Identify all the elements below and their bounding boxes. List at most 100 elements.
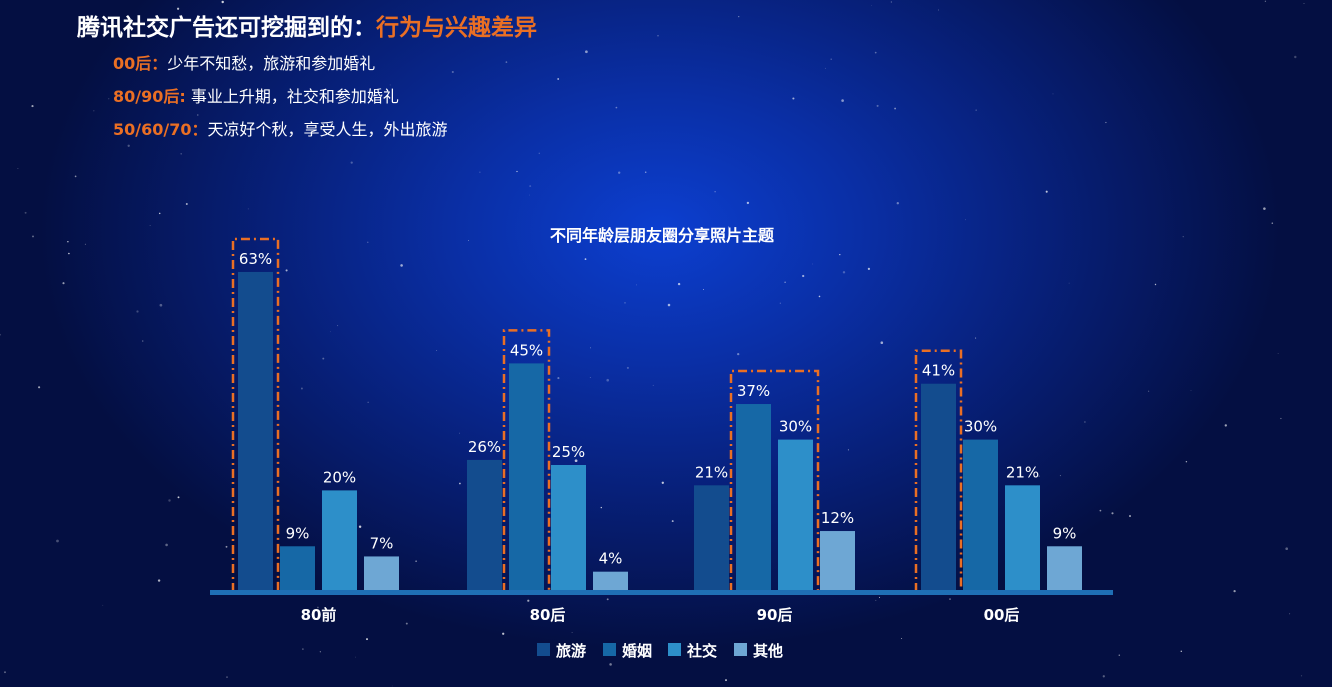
star-dot — [102, 604, 104, 606]
star-dot — [226, 676, 228, 678]
star-dot — [657, 35, 659, 37]
star-dot — [1182, 236, 1184, 238]
star-dot — [168, 499, 171, 502]
star-dot — [74, 175, 77, 178]
star-dot — [1180, 650, 1183, 653]
bar-80后-其他 — [593, 571, 628, 592]
star-dot — [847, 449, 849, 451]
star-dot — [68, 252, 70, 255]
data-label: 26% — [468, 438, 501, 456]
note-50-60-70s-key: 50/60/70： — [113, 120, 208, 139]
star-dot — [812, 263, 814, 265]
star-dot — [1129, 515, 1131, 517]
data-label: 25% — [552, 443, 585, 461]
star-dot — [159, 303, 163, 307]
star-dot — [1277, 353, 1279, 354]
star-dot — [317, 606, 319, 609]
star-dot — [589, 377, 591, 378]
star-dot — [615, 106, 618, 109]
data-label: 9% — [286, 524, 310, 542]
star-dot — [221, 0, 224, 4]
chart-title: 不同年龄层朋友圈分享照片主题 — [550, 226, 775, 245]
star-dot — [818, 295, 821, 298]
star-dot — [652, 384, 654, 386]
star-dot — [703, 289, 704, 291]
note-00s: 00后：少年不知愁，旅游和参加婚礼 — [113, 50, 375, 74]
star-dot — [890, 1, 892, 3]
star-dot — [1300, 675, 1303, 677]
page-title: 腾讯社交广告还可挖掘到的：行为与兴趣差异 — [77, 8, 537, 42]
star-dot — [1111, 512, 1114, 515]
star-dot — [17, 168, 19, 169]
star-dot — [354, 656, 356, 658]
star-dot — [302, 648, 304, 650]
data-label: 30% — [779, 418, 812, 436]
star-dot — [367, 401, 369, 403]
bar-80前-社交 — [322, 490, 357, 592]
star-dot — [626, 366, 629, 369]
star-dot — [667, 303, 671, 307]
highlight-box-90后 — [729, 369, 820, 592]
star-dot — [516, 170, 518, 173]
star-dot — [606, 378, 609, 382]
star-dot — [157, 579, 161, 582]
bar-00后-旅游 — [921, 383, 956, 592]
star-dot — [779, 302, 781, 304]
star-dot — [108, 98, 110, 100]
star-dot — [975, 337, 977, 339]
data-label: 21% — [1006, 463, 1039, 481]
star-dot — [225, 545, 228, 548]
note-50-60-70s: 50/60/70：天凉好个秋，享受人生，外出旅游 — [113, 116, 448, 140]
star-dot — [949, 598, 951, 600]
star-dot — [738, 15, 740, 18]
star-dot — [839, 253, 841, 256]
star-dot — [644, 171, 647, 173]
star-dot — [1038, 475, 1040, 477]
star-dot — [1105, 121, 1107, 124]
star-dot — [358, 525, 362, 528]
star-dot — [415, 560, 417, 563]
bar-90后-社交 — [778, 439, 813, 592]
star-dot — [677, 282, 681, 286]
star-dot — [1289, 613, 1291, 615]
star-dot — [67, 241, 69, 243]
star-dot — [400, 264, 403, 267]
star-dot — [584, 258, 587, 260]
bar-90后-婚姻 — [736, 404, 771, 592]
star-dot — [233, 33, 237, 36]
star-dot — [609, 663, 612, 666]
star-dot — [93, 110, 95, 112]
legend-swatch-婚姻 — [603, 643, 616, 656]
star-dot — [636, 284, 638, 286]
bar-80前-旅游 — [238, 271, 273, 592]
star-dot — [300, 387, 303, 390]
star-dot — [38, 386, 41, 389]
star-dot — [714, 191, 716, 193]
star-dot — [527, 599, 530, 602]
star-dot — [367, 241, 369, 243]
star-dot — [875, 599, 877, 601]
star-dot — [502, 632, 505, 635]
star-dot — [458, 482, 461, 485]
star-dot — [624, 302, 626, 304]
star-dot — [894, 107, 897, 110]
star-dot — [792, 97, 795, 100]
star-dot — [479, 171, 481, 173]
star-dot — [1099, 509, 1102, 512]
star-dot — [1185, 461, 1188, 463]
x-tick-label: 00后 — [984, 606, 1020, 624]
note-50-60-70s-text: 天凉好个秋，享受人生，外出旅游 — [207, 120, 448, 139]
page-title-prefix: 腾讯社交广告还可挖掘到的： — [77, 15, 376, 41]
legend-label: 社交 — [686, 642, 717, 660]
star-dot — [1059, 475, 1061, 477]
star-dot — [468, 240, 469, 241]
star-dot — [136, 310, 139, 313]
star-dot — [557, 78, 560, 80]
star-dot — [600, 506, 602, 509]
star-dot — [1052, 93, 1054, 95]
star-dot — [728, 226, 730, 228]
star-dot — [574, 459, 578, 463]
star-dot — [529, 185, 532, 188]
